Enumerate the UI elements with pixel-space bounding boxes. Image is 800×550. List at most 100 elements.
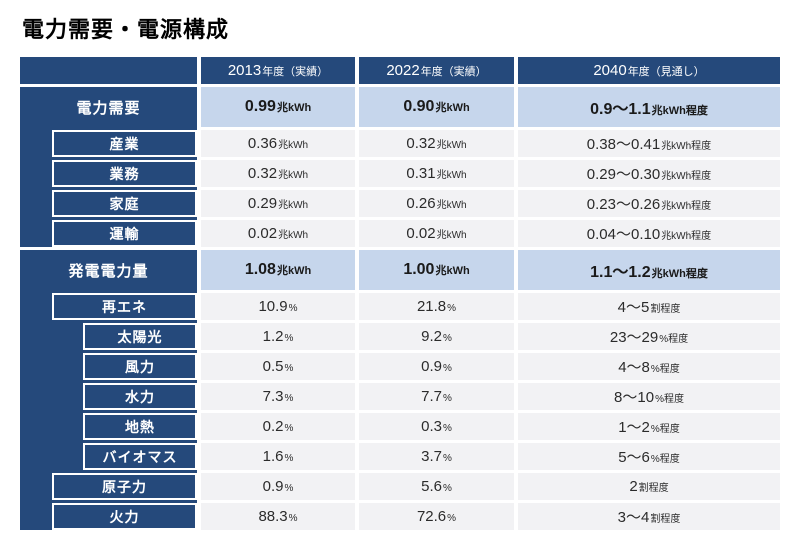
value-unit: 割程度 bbox=[638, 482, 669, 494]
value-cell-nuclear-2013: 0.9% bbox=[201, 473, 355, 500]
value-unit: % bbox=[288, 302, 298, 314]
value-number: 21.8 bbox=[416, 297, 447, 315]
value-number: 0.02 bbox=[406, 224, 436, 242]
value-unit: 兆kWh bbox=[436, 199, 467, 211]
value-unit: %程度 bbox=[655, 394, 684, 405]
value-cell-residential-2013: 0.29兆kWh bbox=[201, 190, 355, 217]
value-unit: % bbox=[284, 452, 294, 464]
value-number: 88.3 bbox=[258, 507, 288, 525]
value-number: 2 bbox=[629, 477, 638, 495]
value-number: 7.7 bbox=[421, 387, 442, 405]
value-unit: %程度 bbox=[650, 424, 680, 435]
value-number: 0.9 bbox=[421, 357, 442, 375]
row-label-nuclear: 原子力 bbox=[52, 473, 197, 500]
value-cell-transport-2040: 0.04〜0.10兆kWh程度 bbox=[518, 220, 780, 247]
row-label-industry: 産業 bbox=[52, 130, 197, 157]
value-number: 0.2 bbox=[262, 417, 284, 435]
value-number: 1.00 bbox=[403, 261, 435, 278]
value-unit: %程度 bbox=[659, 334, 689, 345]
value-cell-renewables-2040: 4〜5割程度 bbox=[518, 293, 780, 320]
value-cell-generation-2013: 1.08兆kWh bbox=[201, 250, 355, 290]
value-number: 8〜10 bbox=[614, 389, 655, 406]
page-title: 電力需要・電源構成 bbox=[22, 17, 230, 42]
value-number: 7.3 bbox=[262, 387, 284, 405]
value-cell-thermal-2022: 72.6% bbox=[359, 503, 514, 530]
value-cell-residential-2022: 0.26兆kWh bbox=[359, 190, 514, 217]
value-unit: % bbox=[284, 392, 294, 404]
value-cell-commercial-2040: 0.29〜0.30兆kWh程度 bbox=[518, 160, 780, 187]
value-number: 23〜29 bbox=[609, 329, 659, 346]
value-number: 4〜5 bbox=[617, 299, 650, 316]
row-label-solar: 太陽光 bbox=[83, 323, 197, 350]
value-number: 0.99 bbox=[244, 98, 276, 115]
value-number: 0.32 bbox=[406, 134, 436, 152]
value-number: 0.32 bbox=[247, 164, 278, 182]
value-unit: 兆kWh程度 bbox=[661, 171, 712, 182]
value-unit: 兆kWh bbox=[436, 139, 467, 151]
value-unit: % bbox=[442, 392, 452, 404]
value-number: 4〜8 bbox=[618, 359, 650, 376]
value-cell-solar-2040: 23〜29%程度 bbox=[518, 323, 780, 350]
value-unit: 兆kWh bbox=[276, 102, 312, 114]
value-cell-transport-2013: 0.02兆kWh bbox=[201, 220, 355, 247]
value-cell-biomass-2022: 3.7% bbox=[359, 443, 514, 470]
value-cell-geothermal-2022: 0.3% bbox=[359, 413, 514, 440]
value-unit: 割程度 bbox=[650, 514, 681, 525]
row-header-rail-demand: 電力需要 産業 業務 家庭 運輸 bbox=[20, 87, 197, 247]
value-number: 0.02 bbox=[247, 224, 278, 242]
row-label-biomass: バイオマス bbox=[83, 443, 197, 470]
col-header-2022: 2022年度（実績） bbox=[359, 57, 514, 84]
value-number: 0.9〜1.1 bbox=[590, 101, 651, 118]
value-cell-industry-2040: 0.38〜0.41兆kWh程度 bbox=[518, 130, 780, 157]
value-number: 0.36 bbox=[247, 134, 278, 152]
value-cell-nuclear-2022: 5.6% bbox=[359, 473, 514, 500]
value-cell-commercial-2013: 0.32兆kWh bbox=[201, 160, 355, 187]
value-number: 0.3 bbox=[421, 417, 442, 435]
value-unit: 割程度 bbox=[650, 304, 681, 315]
value-unit: 兆kWh bbox=[278, 139, 309, 151]
value-unit: 兆kWh bbox=[278, 169, 309, 181]
value-cell-geothermal-2013: 0.2% bbox=[201, 413, 355, 440]
value-number: 0.29 bbox=[247, 194, 278, 212]
value-cell-hydro-2040: 8〜10%程度 bbox=[518, 383, 780, 410]
row-header-rail-generation: 発電電力量 再エネ 太陽光 風力 水力 地熱 バイオマス 原子力 火力 bbox=[20, 250, 197, 530]
value-unit: % bbox=[288, 512, 298, 524]
value-number: 3.7 bbox=[421, 447, 442, 465]
value-cell-biomass-2040: 5〜6%程度 bbox=[518, 443, 780, 470]
corner-cell bbox=[20, 57, 197, 84]
value-cell-demand-2022: 0.90兆kWh bbox=[359, 87, 514, 127]
value-unit: % bbox=[284, 362, 294, 374]
value-cell-renewables-2013: 10.9% bbox=[201, 293, 355, 320]
value-number: 0.38〜0.41 bbox=[586, 136, 661, 153]
value-cell-generation-2040: 1.1〜1.2兆kWh程度 bbox=[518, 250, 780, 290]
value-cell-thermal-2013: 88.3% bbox=[201, 503, 355, 530]
value-unit: % bbox=[284, 332, 294, 344]
value-number: 1.08 bbox=[244, 261, 276, 278]
col-header-note: 年度（実績） bbox=[420, 65, 487, 78]
value-cell-commercial-2022: 0.31兆kWh bbox=[359, 160, 514, 187]
value-cell-renewables-2022: 21.8% bbox=[359, 293, 514, 320]
value-cell-transport-2022: 0.02兆kWh bbox=[359, 220, 514, 247]
col-header-year: 2022 bbox=[386, 61, 420, 79]
value-number: 0.04〜0.10 bbox=[586, 226, 661, 243]
value-unit: 兆kWh bbox=[435, 102, 470, 114]
value-number: 0.29〜0.30 bbox=[586, 166, 661, 183]
value-unit: 兆kWh bbox=[436, 169, 467, 181]
value-unit: 兆kWh bbox=[278, 229, 309, 241]
power-table: 2013年度（実績） 2022年度（実績） 2040年度（見通し） 電力需要 産業… bbox=[20, 57, 780, 530]
value-cell-demand-2013: 0.99兆kWh bbox=[201, 87, 355, 127]
value-unit: 兆kWh程度 bbox=[661, 231, 712, 242]
row-label-commercial: 業務 bbox=[52, 160, 197, 187]
value-cell-wind-2040: 4〜8%程度 bbox=[518, 353, 780, 380]
value-cell-wind-2013: 0.5% bbox=[201, 353, 355, 380]
value-unit: % bbox=[447, 302, 457, 314]
value-unit: % bbox=[284, 422, 294, 434]
value-number: 1.1〜1.2 bbox=[590, 264, 651, 281]
value-number: 0.23〜0.26 bbox=[586, 196, 661, 213]
value-unit: % bbox=[284, 482, 294, 494]
row-label-renewables: 再エネ bbox=[52, 293, 197, 320]
value-unit: 兆kWh程度 bbox=[651, 268, 708, 280]
value-number: 1.2 bbox=[262, 327, 284, 345]
value-unit: %程度 bbox=[650, 454, 680, 465]
value-number: 5.6 bbox=[421, 477, 442, 495]
